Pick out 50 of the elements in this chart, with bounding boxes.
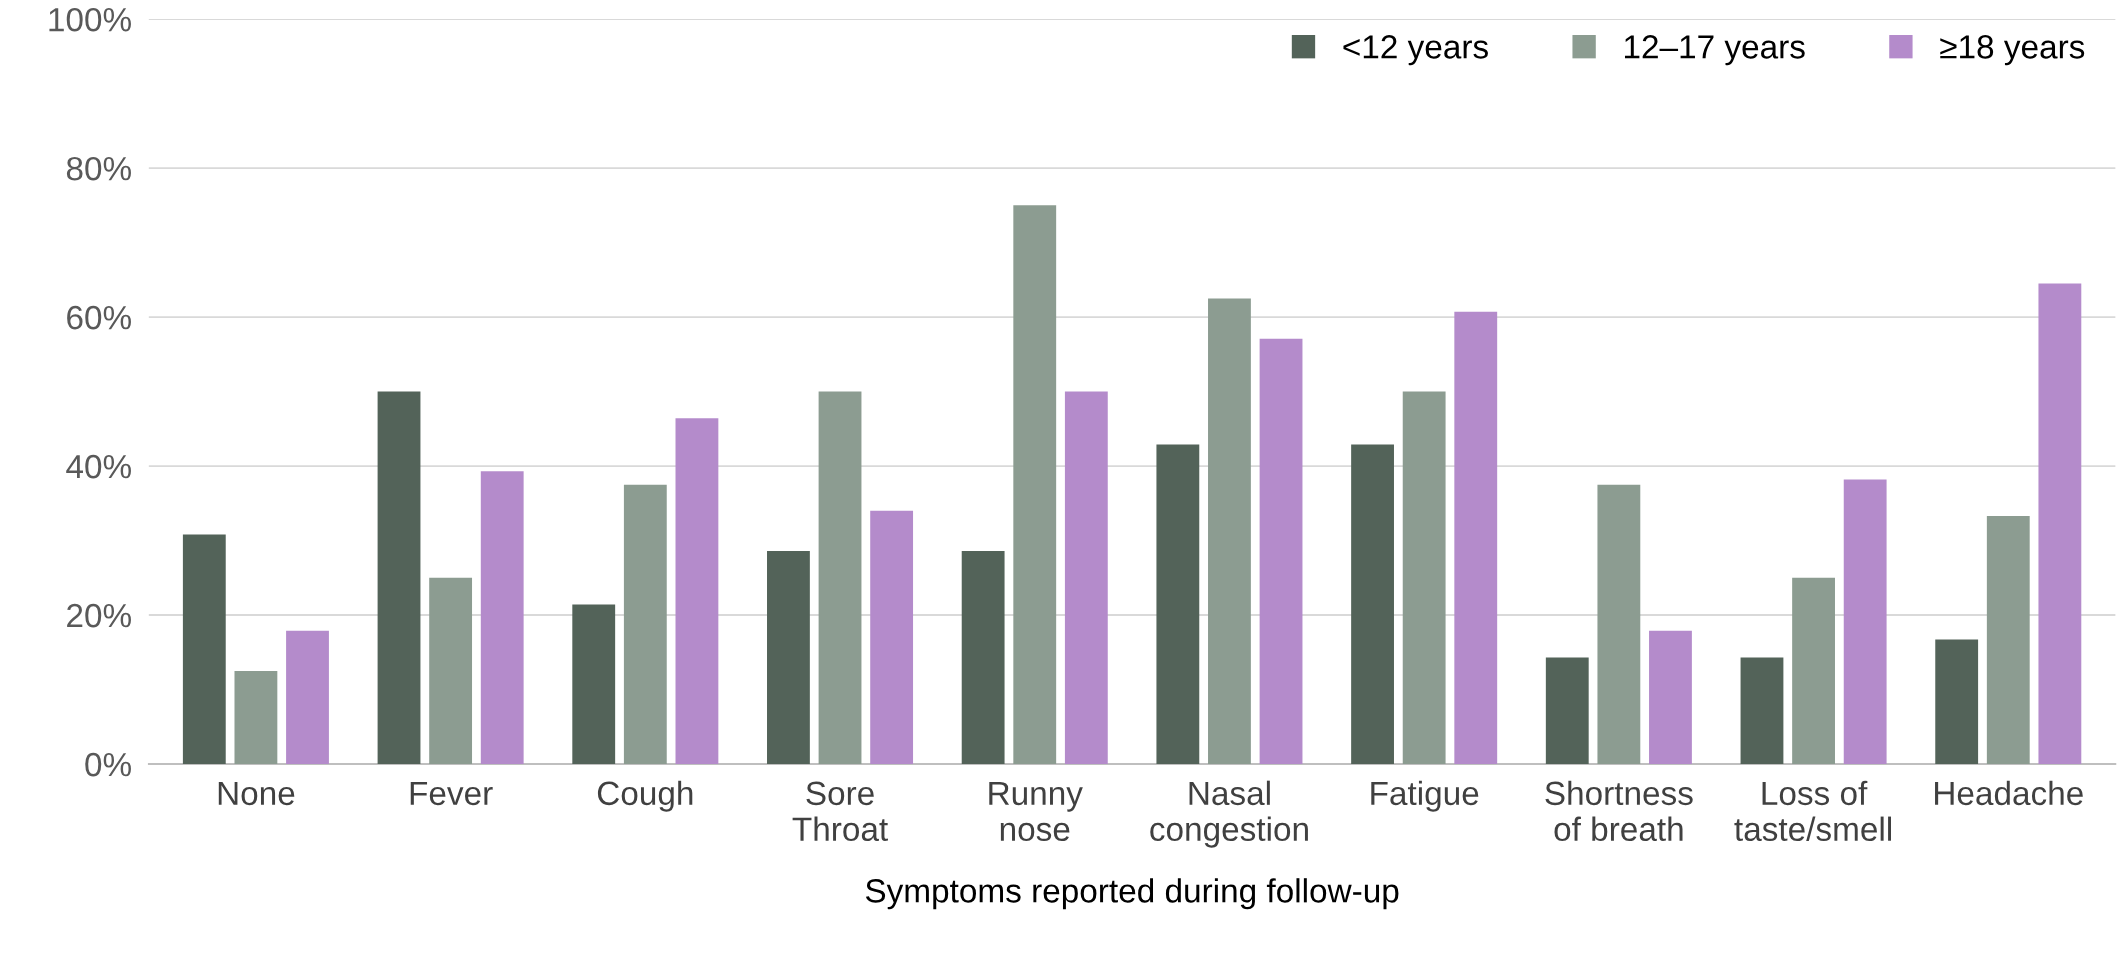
- bar: [1597, 484, 1641, 764]
- bar: [1649, 630, 1692, 764]
- bar: [1792, 577, 1835, 764]
- bar: [182, 534, 226, 764]
- bar: [1843, 479, 1887, 764]
- bar: [1208, 298, 1251, 764]
- y-tick-label: 60%: [67, 305, 131, 330]
- bar: [572, 604, 616, 764]
- legend-label: 12–17 years: [1624, 35, 1805, 66]
- x-tick-label: Runny nose: [989, 781, 1083, 842]
- bar: [377, 391, 421, 764]
- bar: [1259, 338, 1303, 764]
- x-tick-label: Cough: [597, 780, 693, 812]
- bar: [1935, 639, 1979, 764]
- x-tick-label: Fatigue: [1371, 780, 1479, 812]
- bar: [1156, 444, 1200, 764]
- bar: [675, 418, 719, 764]
- bar: [480, 471, 524, 764]
- y-tick-label: 100%: [49, 7, 131, 32]
- bar: [286, 630, 329, 764]
- x-tick-label: Fever: [410, 781, 493, 806]
- x-tick-label: Loss of taste/smell: [1734, 780, 1891, 842]
- y-tick-label: 20%: [67, 603, 131, 628]
- bar: [1402, 391, 1446, 764]
- legend-label: ≥18 years: [1940, 35, 2085, 66]
- bar: [961, 550, 1005, 764]
- x-tick-label: Nasal congestion: [1150, 780, 1308, 848]
- y-tick-label: 80%: [66, 156, 131, 181]
- bar: [623, 484, 667, 764]
- bar: [2038, 283, 2082, 764]
- x-tick-label: Sore Throat: [792, 781, 888, 842]
- bar: [1986, 515, 2030, 764]
- bar: [1064, 391, 1108, 764]
- bar: [1013, 205, 1057, 764]
- y-tick-label: 0%: [85, 752, 131, 777]
- bar: [234, 670, 278, 764]
- bar: [818, 391, 862, 764]
- x-tick-label: Shortness of breath: [1545, 780, 1693, 842]
- bar: [429, 577, 473, 764]
- y-tick-label: 40%: [66, 454, 131, 479]
- bar: [870, 510, 914, 764]
- bar: [1454, 311, 1498, 764]
- bar: [1740, 657, 1784, 764]
- bar: [1351, 444, 1394, 764]
- bar: [1545, 657, 1589, 764]
- bar: [767, 550, 810, 764]
- x-tick-label: Headache: [1935, 780, 2083, 806]
- x-tick-label: None: [218, 781, 295, 806]
- x-axis-title: Symptoms reported during follow-up: [865, 878, 1399, 910]
- legend-label: <12 years: [1343, 35, 1488, 66]
